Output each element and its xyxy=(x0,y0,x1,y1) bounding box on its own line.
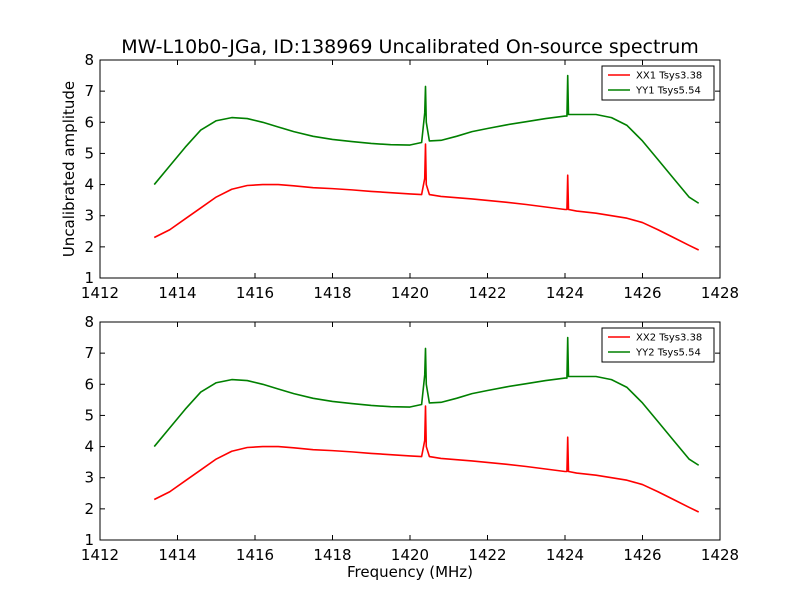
x-tick-label: 1412 xyxy=(81,546,119,564)
legend-entry: YY1 Tsys5.54 xyxy=(635,86,701,97)
series-line-xx xyxy=(153,143,700,251)
figure-title: MW-L10b0-JGa, ID:138969 Uncalibrated On-… xyxy=(121,36,699,58)
x-tick-label: 1414 xyxy=(158,546,196,564)
legend-box xyxy=(601,327,715,363)
x-tick-label: 1416 xyxy=(236,546,274,564)
y-tick-label: 1 xyxy=(84,269,94,287)
x-tick-label: 1418 xyxy=(313,546,351,564)
x-tick-label: 1420 xyxy=(391,546,429,564)
y-tick-label: 5 xyxy=(84,144,94,162)
x-tick-label: 1426 xyxy=(623,284,661,302)
y-tick-label: 6 xyxy=(84,375,94,393)
x-tick-label: 1420 xyxy=(391,284,429,302)
y-tick-label: 7 xyxy=(84,82,94,100)
top-panel: 1412 1414 1416 1418 1420 1422 1424 1426 1428 1 2 3 4… xyxy=(60,51,739,302)
x-tick-label: 1414 xyxy=(158,284,196,302)
series-line-yy xyxy=(153,336,700,466)
y-axis-label: Uncalibrated amplitude xyxy=(60,81,78,257)
y-tick-label: 3 xyxy=(84,207,94,225)
legend-entry: XX1 Tsys3.38 xyxy=(636,71,702,82)
y-tick-label: 7 xyxy=(84,344,94,362)
legend-entry: XX2 Tsys3.38 xyxy=(636,333,702,344)
x-tick-label: 1422 xyxy=(468,284,506,302)
series-line-yy xyxy=(153,74,700,204)
legend-box xyxy=(601,65,715,101)
y-tick-label: 8 xyxy=(84,313,94,331)
x-tick-label: 1416 xyxy=(236,284,274,302)
x-tick-label: 1424 xyxy=(546,546,584,564)
y-tick-label: 8 xyxy=(84,51,94,69)
x-tick-label: 1412 xyxy=(81,284,119,302)
legend: XX2 Tsys3.38 YY2 Tsys5.54 xyxy=(601,327,715,363)
x-tick-label: 1426 xyxy=(623,546,661,564)
y-tick-label: 4 xyxy=(84,438,94,456)
legend-entry: YY2 Tsys5.54 xyxy=(635,348,701,359)
y-tick-label: 3 xyxy=(84,469,94,487)
y-tick-label: 2 xyxy=(84,500,94,518)
x-tick-label: 1422 xyxy=(468,546,506,564)
x-tick-label: 1424 xyxy=(546,284,584,302)
y-tick-label: 2 xyxy=(84,238,94,256)
x-tick-label: 1418 xyxy=(313,284,351,302)
x-tick-label: 1428 xyxy=(701,284,739,302)
y-tick-label: 1 xyxy=(84,531,94,549)
legend: XX1 Tsys3.38 YY1 Tsys5.54 xyxy=(601,65,715,101)
x-tick-label: 1428 xyxy=(701,546,739,564)
x-axis-label: Frequency (MHz) xyxy=(347,563,473,581)
bottom-panel: 1412 1414 1416 1418 1420 1422 1424 1426 1428 1 2 3 4… xyxy=(81,313,739,581)
y-tick-label: 6 xyxy=(84,113,94,131)
y-tick-label: 4 xyxy=(84,176,94,194)
y-tick-label: 5 xyxy=(84,406,94,424)
series-line-xx xyxy=(153,405,700,513)
